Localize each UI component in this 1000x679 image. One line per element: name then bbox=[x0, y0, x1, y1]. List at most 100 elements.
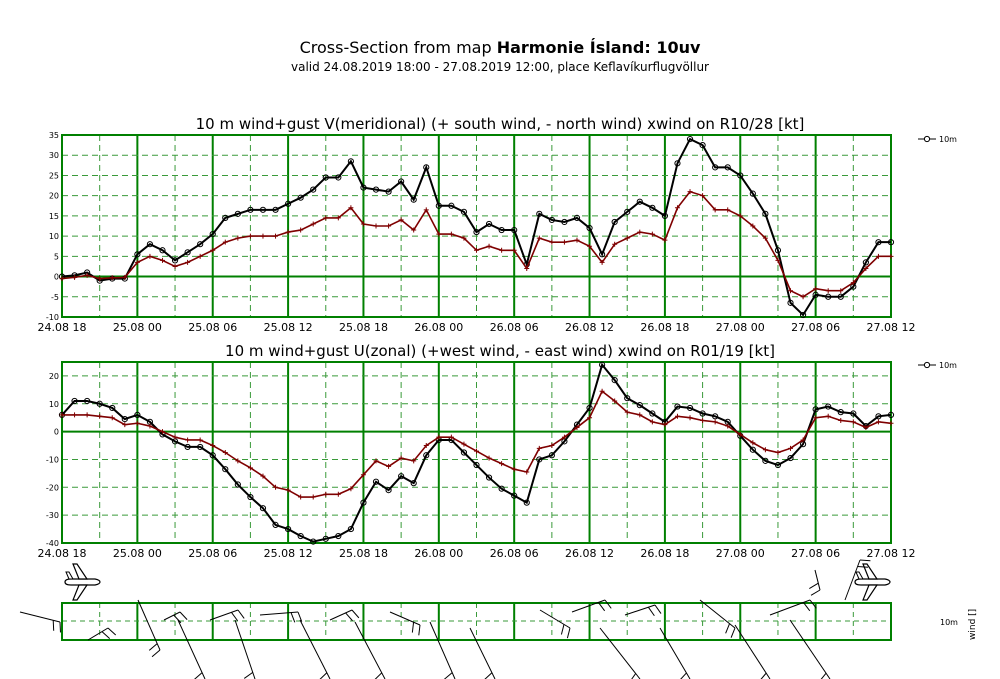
data-point-gust bbox=[398, 217, 404, 223]
wind-barb-feather bbox=[374, 672, 383, 679]
data-point-gust bbox=[197, 437, 203, 443]
data-point-wind bbox=[498, 226, 505, 234]
wind-barb-staff bbox=[769, 599, 811, 616]
y-tick-label: 25 bbox=[49, 171, 59, 180]
data-point-wind bbox=[561, 218, 568, 226]
wind-barb-feather bbox=[484, 672, 493, 679]
wind-barb-staff bbox=[354, 621, 386, 679]
data-point-gust bbox=[247, 465, 253, 471]
y-tick-label: -40 bbox=[46, 539, 59, 548]
data-point-gust bbox=[486, 243, 492, 249]
x-tick-label: 25.08 06 bbox=[188, 547, 237, 560]
data-point-gust bbox=[235, 458, 241, 464]
wind-barb-staff bbox=[814, 569, 821, 591]
data-point-gust bbox=[285, 229, 291, 235]
wind-barb-staff bbox=[177, 619, 206, 679]
data-point-gust bbox=[461, 235, 467, 241]
data-point-wind bbox=[599, 251, 606, 258]
data-point-gust bbox=[825, 288, 831, 294]
gust-markers bbox=[59, 388, 894, 500]
data-point-wind bbox=[762, 210, 769, 217]
y-tick-label: -30 bbox=[46, 511, 59, 520]
x-tick-label: 26.08 06 bbox=[490, 321, 539, 334]
series-line-wind bbox=[61, 362, 892, 543]
page-title: Cross-Section from map Harmonie Ísland: … bbox=[0, 38, 1000, 57]
data-point-wind bbox=[799, 311, 807, 319]
data-point-wind bbox=[887, 411, 895, 419]
data-point-gust bbox=[423, 207, 429, 213]
data-point-gust bbox=[536, 235, 542, 241]
data-point-wind bbox=[310, 538, 317, 545]
wind-barb-feather bbox=[194, 672, 203, 679]
legend-label: 10m bbox=[939, 135, 957, 144]
data-point-gust bbox=[536, 445, 542, 451]
data-point-wind bbox=[636, 198, 643, 205]
data-point-gust bbox=[737, 213, 743, 219]
wind-barb-staff bbox=[299, 619, 331, 679]
data-point-gust bbox=[310, 221, 316, 227]
data-point-gust bbox=[511, 466, 517, 472]
data-point-gust bbox=[561, 434, 567, 440]
data-point-gust bbox=[662, 422, 668, 428]
data-point-wind bbox=[774, 461, 782, 469]
data-point-wind bbox=[222, 466, 229, 473]
plane-wings bbox=[862, 563, 879, 601]
data-point-gust bbox=[511, 247, 517, 253]
data-point-gust bbox=[750, 223, 756, 229]
data-point-gust bbox=[59, 412, 65, 418]
data-point-wind bbox=[724, 164, 731, 171]
data-point-gust bbox=[587, 415, 593, 421]
x-tick-label: 25.08 06 bbox=[188, 321, 237, 334]
wind-barb-feather bbox=[631, 673, 637, 679]
data-point-gust bbox=[360, 221, 366, 227]
title-model: Harmonie Ísland: 10uv bbox=[496, 38, 701, 57]
wind-barb-feather bbox=[231, 612, 238, 622]
data-point-gust bbox=[875, 253, 881, 259]
wind-barb-feather bbox=[598, 602, 606, 612]
data-point-gust bbox=[172, 263, 178, 269]
wind-barb-feather bbox=[604, 599, 612, 609]
data-point-gust bbox=[875, 419, 881, 425]
data-point-wind bbox=[121, 415, 128, 423]
x-tick-label: 27.08 06 bbox=[791, 321, 840, 334]
wind-barb-staff bbox=[659, 627, 691, 679]
data-point-wind bbox=[272, 521, 279, 529]
data-point-wind bbox=[624, 208, 631, 215]
data-point-gust bbox=[247, 233, 253, 239]
wind-markers bbox=[58, 135, 895, 319]
data-point-gust bbox=[612, 241, 618, 247]
data-point-wind bbox=[322, 535, 329, 542]
wind-barb-feather bbox=[859, 559, 871, 562]
plot-frame bbox=[61, 134, 892, 318]
series-line-wind bbox=[61, 137, 891, 317]
wind-barb-feather bbox=[809, 582, 819, 589]
x-tick-label: 27.08 00 bbox=[716, 547, 765, 560]
data-point-wind bbox=[398, 473, 405, 480]
data-point-gust bbox=[59, 276, 65, 282]
data-point-gust bbox=[84, 412, 90, 418]
wind-barb-feather bbox=[319, 672, 328, 679]
data-point-gust bbox=[448, 434, 454, 440]
wind-barb-staff bbox=[429, 621, 456, 679]
data-point-wind bbox=[712, 413, 719, 420]
data-point-wind bbox=[460, 208, 468, 215]
wind-barb-staff bbox=[209, 609, 239, 621]
data-point-wind bbox=[825, 403, 832, 410]
data-point-wind bbox=[134, 411, 141, 419]
y-tick-label: 0 bbox=[54, 273, 59, 282]
data-point-wind bbox=[661, 212, 669, 219]
data-point-wind bbox=[749, 446, 756, 453]
plane-tail bbox=[855, 571, 864, 580]
data-point-wind bbox=[410, 480, 417, 487]
data-point-wind bbox=[862, 259, 869, 266]
wind-barb-feather bbox=[418, 624, 421, 636]
wind-barb-feather bbox=[290, 612, 296, 623]
data-point-wind bbox=[222, 214, 229, 222]
wind-barbs bbox=[19, 559, 871, 679]
data-point-wind bbox=[259, 505, 267, 512]
data-point-gust bbox=[549, 239, 555, 245]
data-point-wind bbox=[372, 478, 380, 485]
wind-barb-feather bbox=[148, 643, 158, 651]
wind-barb-feather bbox=[566, 627, 571, 639]
